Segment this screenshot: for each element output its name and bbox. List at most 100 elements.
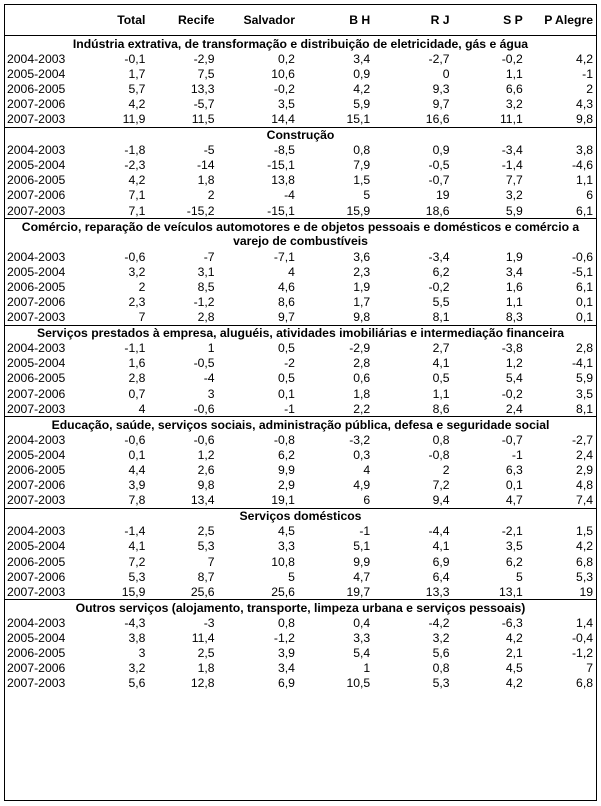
value-cell-rj: 5,3 xyxy=(432,676,450,691)
value-cell-total: 7,1 xyxy=(128,203,146,218)
column-header-recife: Recife xyxy=(177,13,215,27)
value-cell-total: 2,8 xyxy=(128,371,146,386)
value-cell-recife: 25,6 xyxy=(190,584,215,599)
value-cell-recife: -15,2 xyxy=(186,203,215,218)
value-cell-total: 4,2 xyxy=(128,96,146,111)
value-cell-palegre: -1,2 xyxy=(571,646,593,661)
value-cell-sp: 4,2 xyxy=(505,631,523,646)
value-cell-rj: 18,6 xyxy=(425,203,450,218)
table-row: 2007-2003 4 -0,6 -1 2,2 8,6 2,4 8,1 xyxy=(5,401,596,417)
period-cell: 2006-2005 xyxy=(7,279,66,294)
period-cell: 2007-2006 xyxy=(7,188,66,203)
value-cell-salvador: 2,9 xyxy=(277,478,295,493)
value-cell-palegre: 6,1 xyxy=(576,279,593,294)
value-cell-sp: 1,6 xyxy=(505,279,523,294)
table-body: Indústria extrativa, de transformação e … xyxy=(5,35,596,691)
value-cell-bh: 4,9 xyxy=(353,478,371,493)
value-cell-sp: 11,1 xyxy=(499,112,523,127)
value-cell-total: 5,3 xyxy=(128,569,146,584)
value-cell-rj: 5,6 xyxy=(432,646,450,661)
value-cell-total: 4 xyxy=(138,401,146,416)
value-cell-rj: 6,4 xyxy=(432,569,450,584)
value-cell-recife: 3 xyxy=(207,386,215,401)
value-cell-salvador: 9,7 xyxy=(277,310,295,325)
value-cell-total: 5,6 xyxy=(128,676,146,691)
value-cell-sp: -1 xyxy=(511,447,523,462)
value-cell-salvador: 25,6 xyxy=(271,584,295,599)
value-cell-rj: 0 xyxy=(442,66,450,81)
value-cell-recife: 12,8 xyxy=(190,676,215,691)
value-cell-palegre: 4,2 xyxy=(576,539,593,554)
value-cell-rj: -3,4 xyxy=(428,249,450,264)
value-cell-recife: 8,7 xyxy=(197,569,215,584)
value-cell-salvador: 3,3 xyxy=(277,539,295,554)
section-header-row: Serviços domésticos xyxy=(5,507,596,524)
value-cell-bh: 9,8 xyxy=(353,310,371,325)
table-row: 2006-2005 2 8,5 4,6 1,9 -0,2 1,6 6,1 xyxy=(5,279,596,294)
value-cell-salvador: 4,5 xyxy=(277,524,295,539)
value-cell-recife: -5,7 xyxy=(193,96,215,111)
table-row: 2005-2004 4,1 5,3 3,3 5,1 4,1 3,5 4,2 xyxy=(5,539,596,554)
period-cell: 2007-2003 xyxy=(7,401,66,416)
value-cell-palegre: 6,1 xyxy=(576,203,593,218)
column-header-bh: B H xyxy=(349,13,371,27)
value-cell-salvador: 0,1 xyxy=(277,386,295,401)
value-cell-salvador: 10,6 xyxy=(271,66,295,81)
value-cell-salvador: 4,6 xyxy=(277,279,295,294)
table-row: 2004-2003 -1,8 -5 -8,5 0,8 0,9 -3,4 3,8 xyxy=(5,143,596,158)
value-cell-sp: -6,3 xyxy=(501,615,523,630)
value-cell-rj: 7,2 xyxy=(432,478,450,493)
period-cell: 2007-2006 xyxy=(7,569,66,584)
period-cell: 2005-2004 xyxy=(7,264,66,279)
table-row: 2005-2004 1,7 7,5 10,6 0,9 0 1,1 -1 xyxy=(5,66,596,81)
value-cell-salvador: -1 xyxy=(284,401,295,416)
value-cell-salvador: 9,9 xyxy=(277,462,295,477)
value-cell-total: 4,1 xyxy=(128,539,146,554)
table-row: 2005-2004 1,6 -0,5 -2 2,8 4,1 1,2 -4,1 xyxy=(5,356,596,371)
value-cell-salvador: 0,2 xyxy=(277,51,295,66)
period-cell: 2007-2003 xyxy=(7,493,66,508)
value-cell-sp: 6,2 xyxy=(505,554,523,569)
value-cell-recife: -0,6 xyxy=(193,432,215,447)
table-row: 2004-2003 -0,6 -7 -7,1 3,6 -3,4 1,9 -0,6 xyxy=(5,249,596,264)
section-title: Serviços prestados à empresa, aluguéis, … xyxy=(5,324,596,341)
table-row: 2005-2004 3,2 3,1 4 2,3 6,2 3,4 -5,1 xyxy=(5,264,596,279)
value-cell-total: -1,4 xyxy=(124,524,146,539)
table-row: 2007-2003 7 2,8 9,7 9,8 8,1 8,3 0,1 xyxy=(5,310,596,326)
period-cell: 2005-2004 xyxy=(7,539,66,554)
value-cell-recife: -7 xyxy=(203,249,215,264)
value-cell-salvador: 10,8 xyxy=(271,554,295,569)
period-cell: 2004-2003 xyxy=(7,341,66,356)
value-cell-salvador: -7,1 xyxy=(273,249,295,264)
value-cell-salvador: 8,6 xyxy=(277,294,295,309)
section-header-row: Educação, saúde, serviços sociais, admin… xyxy=(5,416,596,433)
value-cell-bh: 0,8 xyxy=(353,143,371,158)
value-cell-sp: -3,8 xyxy=(501,341,523,356)
value-cell-recife: 1,8 xyxy=(197,661,215,676)
table-row: 2006-2005 4,2 1,8 13,8 1,5 -0,7 7,7 1,1 xyxy=(5,173,596,188)
value-cell-palegre: 2,9 xyxy=(576,462,593,477)
column-header-palegre: P Alegre xyxy=(544,13,593,27)
table-row: 2007-2003 5,6 12,8 6,9 10,5 5,3 4,2 6,8 xyxy=(5,676,596,691)
value-cell-bh: 0,3 xyxy=(353,447,371,462)
value-cell-palegre: -2,7 xyxy=(571,432,593,447)
value-cell-bh: -3,2 xyxy=(349,432,371,447)
header-row: Total Recife Salvador B H R J S P P Aleg… xyxy=(5,5,596,36)
period-cell: 2004-2003 xyxy=(7,51,66,66)
table-row: 2005-2004 -2,3 -14 -15,1 7,9 -0,5 -1,4 -4,6 xyxy=(5,158,596,173)
table-row: 2007-2006 3,9 9,8 2,9 4,9 7,2 0,1 4,8 xyxy=(5,478,596,493)
value-cell-rj: 6,9 xyxy=(432,554,450,569)
value-cell-recife: -0,6 xyxy=(193,401,215,416)
value-cell-palegre: 3,5 xyxy=(576,386,593,401)
value-cell-palegre: -4,6 xyxy=(571,158,593,173)
period-cell: 2007-2003 xyxy=(7,203,66,218)
value-cell-recife: -0,5 xyxy=(193,356,215,371)
section-title: Comércio, reparação de veículos automoto… xyxy=(5,218,596,250)
value-cell-recife: 9,8 xyxy=(197,478,215,493)
value-cell-total: 7,1 xyxy=(128,188,146,203)
value-cell-bh: 19,7 xyxy=(346,584,371,599)
section-title: Educação, saúde, serviços sociais, admin… xyxy=(5,416,596,433)
section-header-row: Construção xyxy=(5,126,596,143)
period-cell: 2006-2005 xyxy=(7,371,66,386)
value-cell-bh: 15,9 xyxy=(346,203,371,218)
